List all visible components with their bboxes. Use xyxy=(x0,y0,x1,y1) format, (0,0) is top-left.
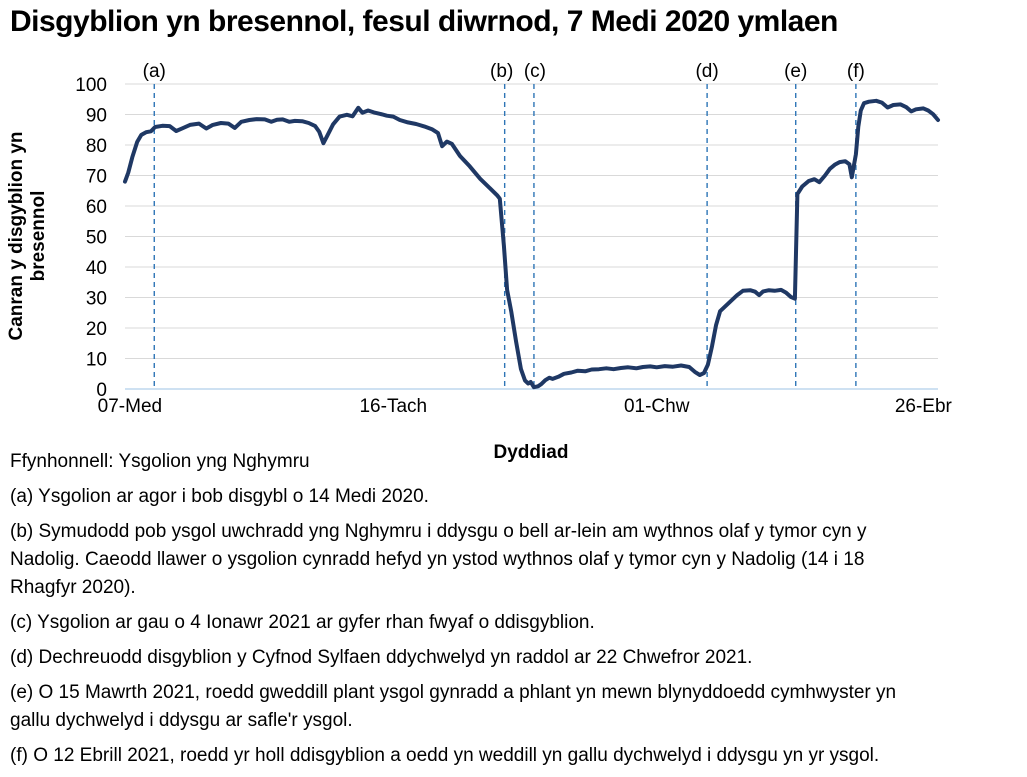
annotation-label-c: (c) xyxy=(524,61,546,82)
y-tick-label-50: 50 xyxy=(86,228,107,249)
footnote-f: (f) O 12 Ebrill 2021, roedd yr holl ddis… xyxy=(10,745,880,766)
annotation-label-e: (e) xyxy=(784,61,807,82)
y-tick-label-90: 90 xyxy=(86,106,107,127)
x-tick-label-01-Chw: 01-Chw xyxy=(624,396,690,417)
footnotes: Ffynhonnell: Ysgolion yng Nghymru (a) Ys… xyxy=(10,448,1022,777)
footnote-b: (b) Symudodd pob ysgol uwchradd yng Nghy… xyxy=(10,521,867,598)
annotation-label-b: (b) xyxy=(490,61,513,82)
page-title: Disgyblion yn bresennol, fesul diwrnod, … xyxy=(10,5,838,38)
footnote-d: (d) Dechreuodd disgyblion y Cyfnod Sylfa… xyxy=(10,647,753,668)
y-tick-label-10: 10 xyxy=(86,350,107,371)
annotation-label-d: (d) xyxy=(695,61,718,82)
x-tick-label-26-Ebr: 26-Ebr xyxy=(895,396,953,417)
y-tick-label-100: 100 xyxy=(75,75,107,96)
y-tick-label-20: 20 xyxy=(86,319,107,340)
annotation-label-f: (f) xyxy=(847,61,865,82)
series-line-attendance xyxy=(123,98,940,390)
y-axis-title-line1: Canran y disgyblion yn xyxy=(6,131,27,340)
y-tick-label-70: 70 xyxy=(86,167,107,188)
y-tick-label-30: 30 xyxy=(86,289,107,310)
y-tick-label-40: 40 xyxy=(86,258,107,279)
y-tick-label-0: 0 xyxy=(96,380,107,401)
annotation-label-a: (a) xyxy=(143,61,166,82)
source-note: Ffynhonnell: Ysgolion yng Nghymru xyxy=(10,451,310,472)
x-axis-title: Dyddiad xyxy=(494,442,569,463)
chart-layers: 0 10 20 30 40 50 60 70 80 90 100 07-Med 16-Tach 01-Ch… xyxy=(75,61,952,417)
y-tick-label-80: 80 xyxy=(86,136,107,157)
footnote-a: (a) Ysgolion ar agor i bob disgybl o 14 … xyxy=(10,486,429,507)
y-tick-label-60: 60 xyxy=(86,197,107,218)
footnote-c: (c) Ysgolion ar gau o 4 Ionawr 2021 ar g… xyxy=(10,612,595,633)
x-tick-label-16-Tach: 16-Tach xyxy=(359,396,427,417)
footnote-e: (e) O 15 Mawrth 2021, roedd gweddill pla… xyxy=(10,682,897,731)
x-tick-label-07-Med: 07-Med xyxy=(98,396,162,417)
y-axis-title-line2: bresennol xyxy=(28,191,49,282)
attendance-line-chart: 0 10 20 30 40 50 60 70 80 90 100 07-Med 16-Tach 01-Ch… xyxy=(6,61,953,463)
